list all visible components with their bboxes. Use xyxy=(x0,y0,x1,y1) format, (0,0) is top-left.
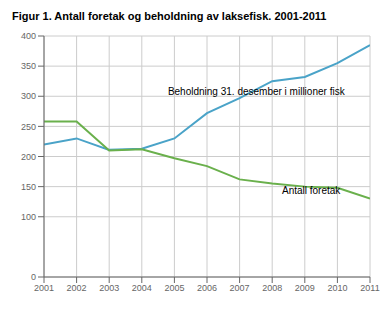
svg-text:2006: 2006 xyxy=(197,283,217,293)
svg-text:300: 300 xyxy=(21,91,36,101)
svg-text:2005: 2005 xyxy=(164,283,184,293)
svg-text:2009: 2009 xyxy=(295,283,315,293)
svg-text:2001: 2001 xyxy=(34,283,54,293)
svg-text:350: 350 xyxy=(21,61,36,71)
svg-text:2002: 2002 xyxy=(67,283,87,293)
svg-text:2007: 2007 xyxy=(230,283,250,293)
svg-text:2004: 2004 xyxy=(132,283,152,293)
html-text:Figur 1. Antall foretak og beh: Figur 1. Antall foretak og beholdning av… xyxy=(12,10,327,22)
svg-text:2011: 2011 xyxy=(360,283,379,293)
svg-text:400: 400 xyxy=(21,31,36,41)
svg-text:250: 250 xyxy=(21,122,36,132)
svg-text:2008: 2008 xyxy=(262,283,282,293)
svg-text:200: 200 xyxy=(21,152,36,162)
svg-text:2003: 2003 xyxy=(99,283,119,293)
svg-text:100: 100 xyxy=(21,212,36,222)
svg-text:Beholdning 31. desember i mill: Beholdning 31. desember i millioner fisk xyxy=(168,86,346,97)
svg-text:Antall foretak: Antall foretak xyxy=(282,185,341,196)
svg-text:150: 150 xyxy=(21,182,36,192)
svg-text:2010: 2010 xyxy=(327,283,347,293)
svg-text:0: 0 xyxy=(31,272,36,282)
